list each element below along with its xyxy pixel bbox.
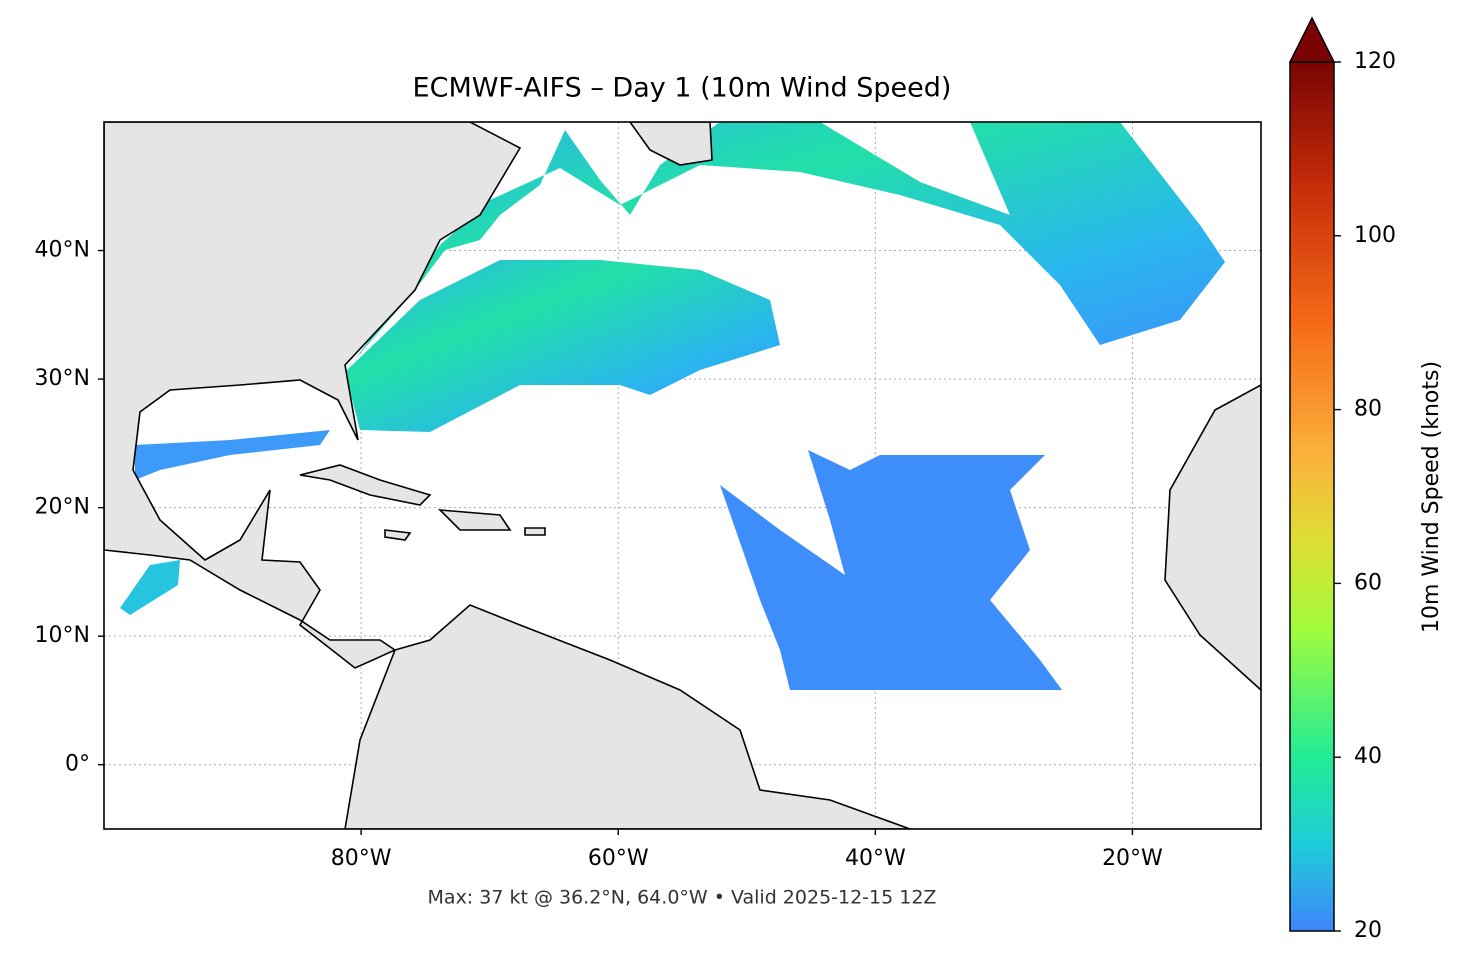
colorbar-tick-label: 120 xyxy=(1354,49,1396,74)
wind-field xyxy=(345,122,1225,372)
land xyxy=(629,122,713,166)
x-tick-label: 20°W xyxy=(1102,846,1163,871)
colorbar-label: 10m Wind Speed (knots) xyxy=(1419,361,1444,633)
wind-field xyxy=(135,430,330,480)
colorbar-tick-label: 20 xyxy=(1354,918,1382,943)
x-tick-label: 60°W xyxy=(588,846,649,871)
land xyxy=(524,527,546,536)
land xyxy=(344,604,911,829)
y-tick-label: 30°N xyxy=(35,366,90,391)
land xyxy=(384,529,412,541)
y-tick-label: 40°N xyxy=(35,238,90,263)
wind-field xyxy=(720,450,1062,690)
wind-field xyxy=(120,560,180,615)
colorbar-tick-label: 100 xyxy=(1354,223,1396,248)
colorbar-extend xyxy=(1288,16,1336,63)
plot-frame xyxy=(103,121,1262,830)
colorbar-tick-label: 40 xyxy=(1354,744,1382,769)
map xyxy=(104,122,1261,829)
colorbar-tick-label: 60 xyxy=(1354,570,1382,595)
annotation: Max: 37 kt @ 36.2°N, 64.0°W • Valid 2025… xyxy=(428,887,937,909)
land xyxy=(299,464,432,506)
x-tick-label: 80°W xyxy=(331,846,392,871)
land xyxy=(104,122,522,669)
x-tick-label: 40°W xyxy=(845,846,906,871)
colorbar xyxy=(1289,61,1335,932)
land xyxy=(1164,384,1261,692)
y-tick-label: 0° xyxy=(65,752,90,777)
land xyxy=(437,509,512,531)
y-tick-label: 10°N xyxy=(35,623,90,648)
colorbar-tick-label: 80 xyxy=(1354,397,1382,422)
y-tick-label: 20°N xyxy=(35,495,90,520)
wind-field xyxy=(345,260,780,432)
chart-title: ECMWF-AIFS – Day 1 (10m Wind Speed) xyxy=(413,73,952,104)
